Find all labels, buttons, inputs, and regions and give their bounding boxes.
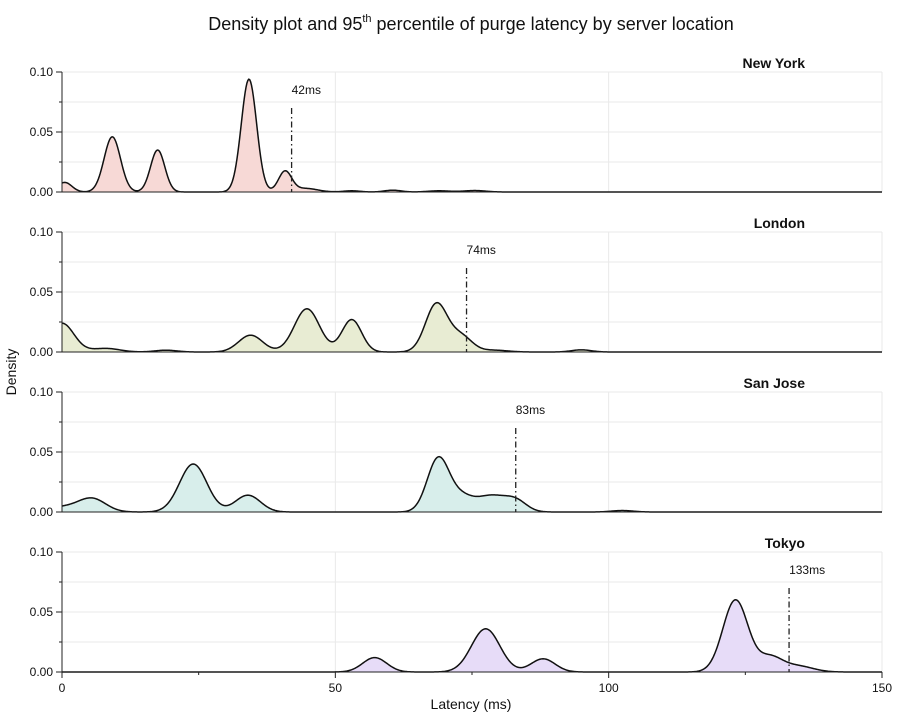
- y-tick-label: 0.10: [30, 225, 54, 239]
- density-area-san-jose: [62, 456, 882, 512]
- p95-label-new-york: 42ms: [292, 83, 321, 97]
- panel-san-jose: 0.00 0.05 0.10 San Jose 83ms: [30, 375, 883, 519]
- y-axis-label: Density: [3, 349, 19, 396]
- panel-title-tokyo: Tokyo: [765, 535, 805, 551]
- panel-title-new-york: New York: [742, 55, 805, 71]
- chart-title-rest: percentile of purge latency by server lo…: [372, 14, 734, 34]
- y-tick-label: 0.10: [30, 545, 54, 559]
- y-tick-label: 0.00: [30, 345, 54, 359]
- p95-label-london: 74ms: [467, 243, 496, 257]
- x-tick-label: 150: [872, 681, 892, 695]
- x-tick-label: 50: [329, 681, 343, 695]
- density-area-new-york: [62, 79, 882, 192]
- y-tick-label: 0.10: [30, 65, 54, 79]
- y-tick-label: 0.05: [30, 125, 54, 139]
- panel-title-london: London: [754, 215, 805, 231]
- y-tick-label: 0.00: [30, 505, 54, 519]
- density-line-new-york: [61, 78, 882, 193]
- panels-group: 0.00 0.05 0.10 New York 42ms 0.00 0.05 0.10 Lond…: [30, 55, 893, 695]
- density-area-london: [62, 302, 882, 352]
- density-area-tokyo: [62, 599, 882, 672]
- y-tick-label: 0.10: [30, 385, 54, 399]
- y-tick-label: 0.05: [30, 445, 54, 459]
- p95-label-san-jose: 83ms: [516, 403, 545, 417]
- y-tick-label: 0.05: [30, 285, 54, 299]
- panel-london: 0.00 0.05 0.10 London 74ms: [30, 215, 883, 359]
- panel-title-san-jose: San Jose: [744, 375, 806, 391]
- x-tick-label: 100: [599, 681, 619, 695]
- panel-new-york: 0.00 0.05 0.10 New York 42ms: [30, 55, 883, 199]
- x-axis-label: Latency (ms): [431, 696, 512, 712]
- y-tick-label: 0.00: [30, 185, 54, 199]
- chart-title-superscript: th: [362, 13, 371, 25]
- y-tick-label: 0.05: [30, 605, 54, 619]
- panel-tokyo: 0.00 0.05 0.10 Tokyo 133ms 0 50 100 150: [30, 535, 893, 695]
- y-tick-label: 0.00: [30, 665, 54, 679]
- chart-title-main: Density plot and 95: [208, 14, 362, 34]
- p95-label-tokyo: 133ms: [789, 563, 825, 577]
- x-tick-label: 0: [59, 681, 66, 695]
- chart-title: Density plot and 95th percentile of purg…: [208, 13, 734, 34]
